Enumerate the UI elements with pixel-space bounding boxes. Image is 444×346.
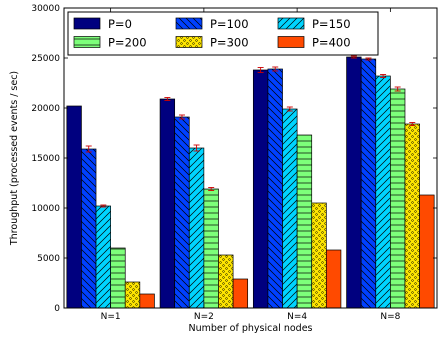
legend-label-p400: P=400: [312, 36, 351, 50]
x-axis-ticks: N=1 N=2 N=4 N=8: [101, 8, 401, 322]
x-tick-label: N=4: [287, 312, 307, 322]
y-tick-label: 25000: [31, 54, 60, 64]
legend-label-p150: P=150: [312, 17, 351, 31]
bar-hatch-p200-1: [203, 189, 219, 308]
errorbars-layer: [85, 55, 416, 208]
x-tick-label: N=2: [194, 312, 214, 322]
y-tick-label: 30000: [31, 4, 60, 14]
bar-p400-0: [139, 293, 155, 309]
bar-hatch-p200-0: [110, 248, 126, 308]
bars-layer: [66, 56, 435, 309]
legend-frame: [67, 11, 379, 56]
bar-p400-1: [232, 278, 249, 309]
y-tick-label: 15000: [31, 154, 60, 164]
bar-hatch-p100-0: [81, 149, 97, 308]
bar-hatch-p150-0: [96, 206, 111, 308]
y-tick-label: 10000: [31, 204, 60, 214]
y-axis-ticks: 0 5000 10000 15000 20000 25000 30000: [31, 4, 437, 314]
x-tick-label: N=1: [101, 312, 121, 322]
bar-hatch-p100-1: [174, 117, 190, 308]
legend-swatch-p400: [277, 36, 305, 48]
bar-p400-2: [325, 249, 342, 309]
bar-hatch-p150-2: [282, 109, 298, 308]
bar-hatch-p300-3: [404, 124, 420, 308]
bar-hatch-p100-3: [361, 59, 376, 308]
bar-p0-3: [346, 56, 362, 309]
legend-swatch-hatch-p300: [176, 36, 202, 48]
legend-swatch-hatch-p100: [176, 18, 202, 29]
bar-hatch-p300-2: [311, 203, 327, 308]
legend-swatch-hatch-p200: [74, 36, 100, 48]
y-tick-label: 5000: [37, 254, 60, 264]
legend-label-p100: P=100: [210, 17, 249, 31]
legend-label-p200: P=200: [108, 36, 147, 50]
bar-hatch-p300-0: [125, 282, 140, 308]
bar-p400-3: [419, 194, 435, 309]
bar-hatch-p150-3: [375, 76, 391, 308]
bar-hatch-p100-2: [267, 69, 283, 308]
legend-swatch-p0: [73, 17, 101, 30]
y-axis-title: Throughput (processed events / sec): [9, 71, 20, 246]
y-tick-label: 0: [54, 304, 60, 314]
x-tick-label: N=8: [380, 312, 400, 322]
bar-p0-2: [252, 69, 269, 309]
legend-label-p300: P=300: [210, 36, 249, 50]
legend: P=0 P=100 P=150 P=200 P=300 P=400: [67, 11, 379, 56]
bar-hatch-p200-3: [390, 89, 405, 308]
bar-hatch-p150-1: [189, 148, 204, 308]
bar-hatch-p300-1: [218, 255, 234, 308]
legend-swatch-hatch-p150: [278, 18, 304, 29]
y-tick-label: 20000: [31, 104, 60, 114]
x-axis-title: Number of physical nodes: [189, 323, 313, 334]
bar-hatch-p200-2: [297, 135, 312, 308]
bar-p0-1: [159, 98, 176, 309]
legend-label-p0: P=0: [108, 17, 132, 31]
bar-p0-0: [66, 105, 82, 309]
